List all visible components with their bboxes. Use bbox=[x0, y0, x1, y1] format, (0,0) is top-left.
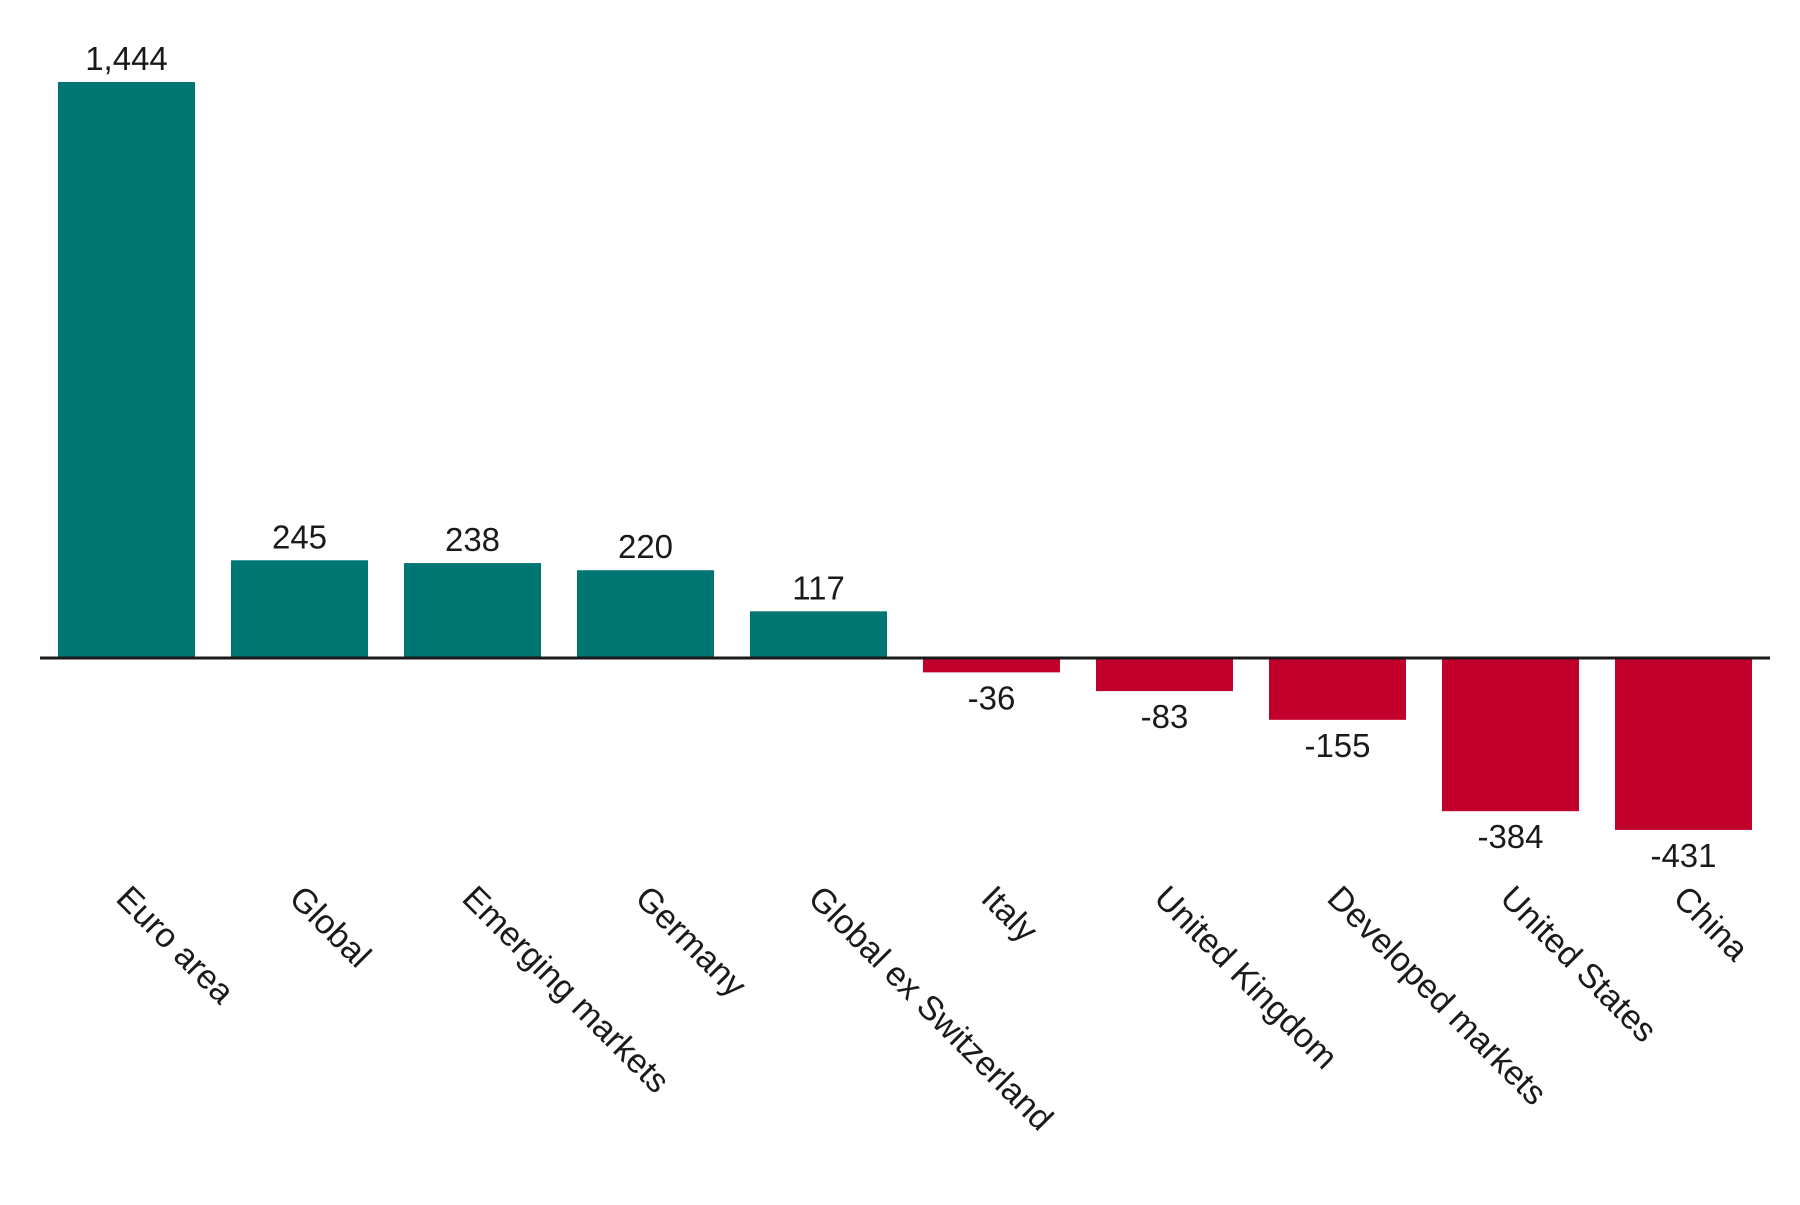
bar-germany bbox=[577, 570, 714, 658]
value-label-global-ex-switzerland: 117 bbox=[792, 569, 845, 606]
category-label-united-kingdom: United Kingdom bbox=[1147, 879, 1345, 1077]
value-label-germany: 220 bbox=[618, 528, 673, 565]
bar-united-states bbox=[1442, 658, 1579, 812]
value-label-italy: -36 bbox=[968, 679, 1016, 716]
bar-china bbox=[1615, 658, 1752, 830]
bar-italy bbox=[923, 658, 1060, 673]
category-label-global: Global bbox=[282, 879, 378, 975]
value-label-china: -431 bbox=[1650, 837, 1716, 874]
category-label-germany: Germany bbox=[628, 879, 754, 1005]
bar-global bbox=[231, 560, 368, 658]
value-label-developed-markets: -155 bbox=[1304, 727, 1370, 764]
bar-euro-area bbox=[58, 82, 195, 658]
bars-layer bbox=[58, 82, 1752, 830]
value-label-global: 245 bbox=[272, 518, 327, 555]
value-label-united-kingdom: -83 bbox=[1141, 698, 1189, 735]
value-label-euro-area: 1,444 bbox=[85, 40, 168, 77]
value-label-united-states: -384 bbox=[1477, 818, 1543, 855]
category-label-italy: Italy bbox=[974, 879, 1045, 950]
category-label-euro-area: Euro area bbox=[109, 879, 242, 1012]
category-label-united-states: United States bbox=[1493, 879, 1664, 1050]
bar-global-ex-switzerland bbox=[750, 611, 887, 658]
bar-emerging-markets bbox=[404, 563, 541, 658]
value-labels-layer: 1,444 245 238 220 117 -36 -83 -155 -384 -431 bbox=[85, 40, 1716, 874]
category-label-china: China bbox=[1666, 879, 1756, 969]
bar-developed-markets bbox=[1269, 658, 1406, 720]
value-label-emerging-markets: 238 bbox=[445, 521, 500, 558]
bar-united-kingdom bbox=[1096, 658, 1233, 692]
